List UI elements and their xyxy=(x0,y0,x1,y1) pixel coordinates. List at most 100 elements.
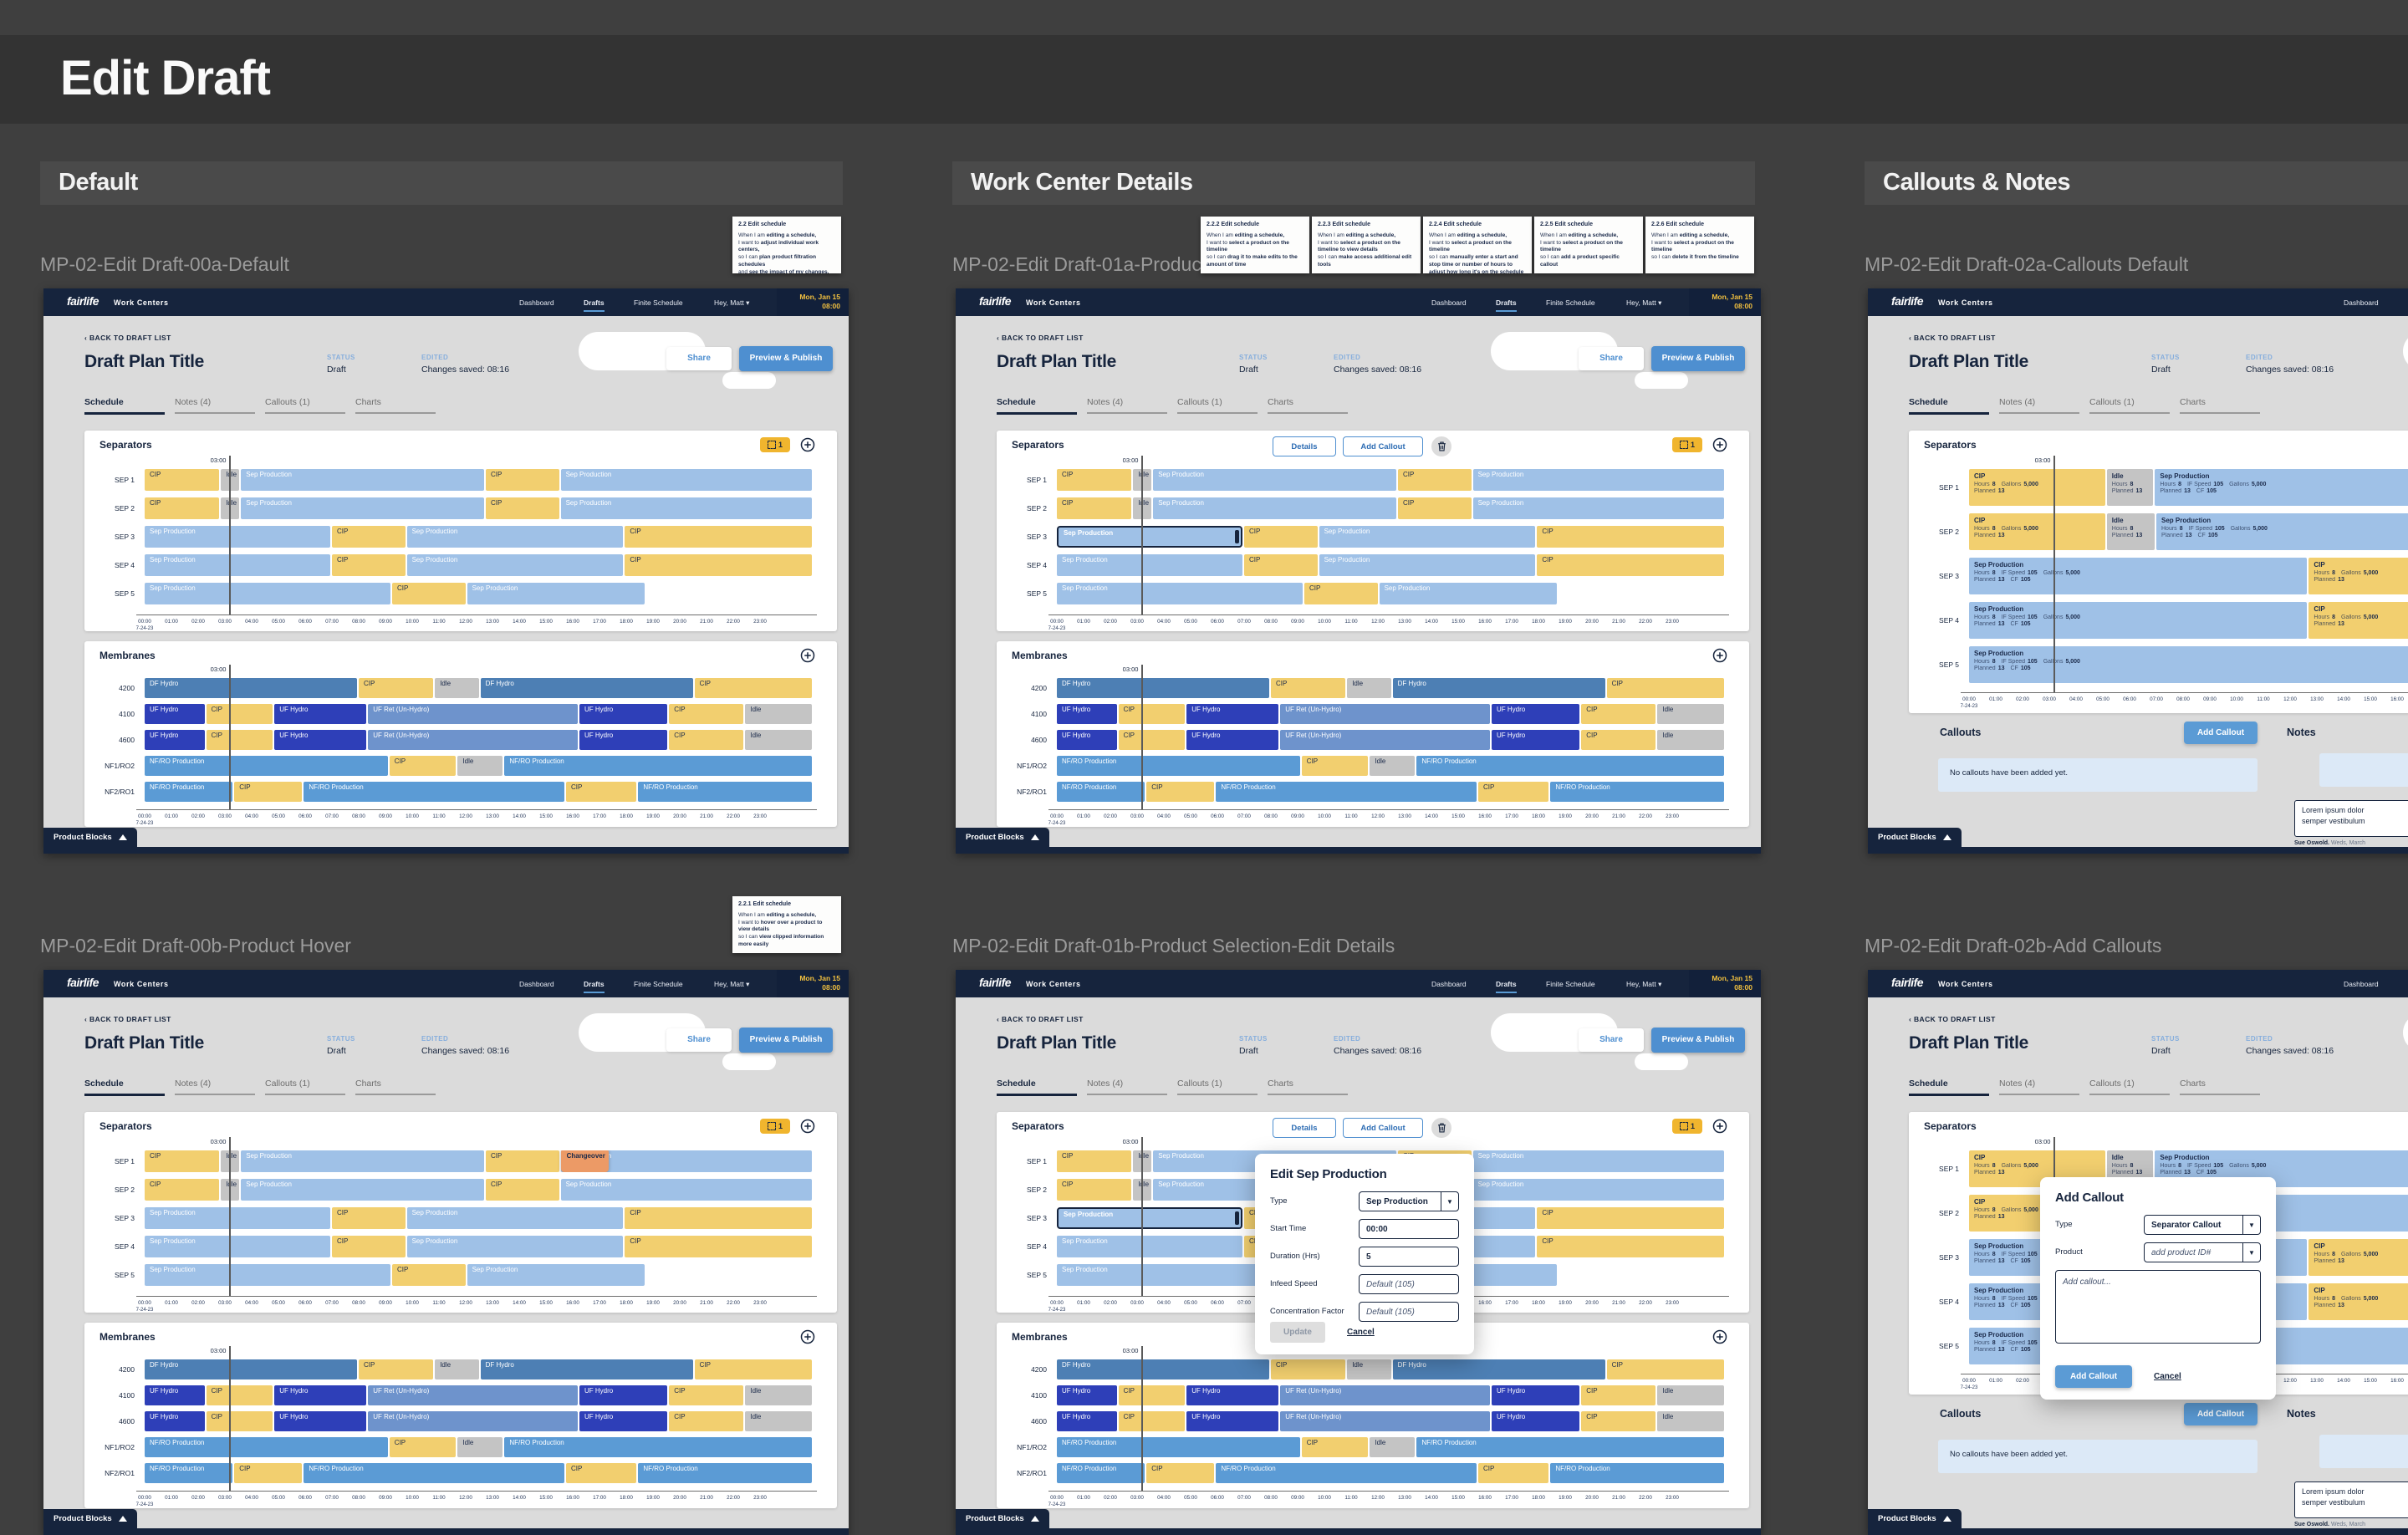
gantt-bar-idle[interactable]: Idle xyxy=(1657,704,1724,724)
gantt-bar-cip[interactable]: CIP xyxy=(332,554,406,576)
gantt-bar-nf-ro-production[interactable]: NF/RO Production xyxy=(145,782,233,802)
gantt-bar-cip[interactable]: CIP xyxy=(1581,704,1656,724)
gantt-bar-uf-ret-un-hydro-[interactable]: UF Ret (Un-Hydro) xyxy=(368,704,578,724)
gantt-bar-uf-hydro[interactable]: UF Hydro xyxy=(579,704,668,724)
gantt-bar-df-hydro[interactable]: DF Hydro xyxy=(145,678,357,698)
gantt-bar-idle[interactable]: Idle xyxy=(1657,1385,1724,1405)
gantt-bar-nf-ro-production[interactable]: NF/RO Production xyxy=(304,782,564,802)
tab-charts[interactable]: Charts xyxy=(2180,1079,2260,1095)
gantt-bar-uf-hydro[interactable]: UF Hydro xyxy=(1186,1385,1279,1405)
gantt-bar-cip[interactable]: CIP xyxy=(1301,1437,1369,1457)
tab-notes-4-[interactable]: Notes (4) xyxy=(175,397,255,414)
gantt-bar-idle[interactable]: Idle xyxy=(435,1359,479,1379)
preview-publish-button[interactable]: Preview & Publish xyxy=(739,346,833,371)
gantt-bar-idle[interactable]: Idle xyxy=(1347,1359,1391,1379)
gantt-bar-cip[interactable]: CIP xyxy=(1301,756,1369,776)
gantt-bar-cip[interactable]: CIP Hours 8 Gallons 5,000 Planned 13 xyxy=(1969,513,2105,550)
callout-count-badge[interactable]: 1 xyxy=(1672,1119,1702,1134)
gantt-bar-cip[interactable]: CIP Hours 8 Gallons 5,000 Planned 13 xyxy=(2309,1283,2408,1320)
update-button[interactable]: Update xyxy=(1270,1322,1325,1343)
gantt-bar-cip[interactable]: CIP xyxy=(359,678,434,698)
gantt-bar-df-hydro[interactable]: DF Hydro xyxy=(1057,1359,1269,1379)
gantt-bar-sep-production[interactable]: Sep Production xyxy=(1153,497,1396,519)
gantt-bar-cip[interactable]: CIP xyxy=(206,1385,273,1405)
gantt-bar-sep-production[interactable]: Sep Production xyxy=(145,554,330,576)
gantt-bar-cip[interactable]: CIP xyxy=(1537,526,1724,548)
gantt-bar-idle[interactable]: Idle xyxy=(457,756,503,776)
gantt-bar-nf-ro-production[interactable]: NF/RO Production xyxy=(1416,1437,1724,1457)
gantt-bar-cip[interactable]: CIP Hours 8 Gallons 5,000 Planned 13 xyxy=(2309,1239,2408,1276)
gantt-bar-uf-hydro[interactable]: UF Hydro xyxy=(145,1385,205,1405)
gantt-bar-uf-hydro[interactable]: UF Hydro xyxy=(1492,730,1580,750)
back-to-draft-list-link[interactable]: ‹ BACK TO DRAFT LIST xyxy=(1909,334,1996,342)
gantt-bar-cip[interactable]: CIP xyxy=(1478,1463,1549,1483)
callout-count-badge[interactable]: 1 xyxy=(760,437,790,452)
gantt-bar-cip[interactable]: CIP xyxy=(206,704,273,724)
gantt-bar-sep-production[interactable]: Sep Production xyxy=(145,526,330,548)
gantt-bar-nf-ro-production[interactable]: NF/RO Production xyxy=(1550,1463,1724,1483)
tab-charts[interactable]: Charts xyxy=(355,397,436,414)
cancel-link[interactable]: Cancel xyxy=(2154,1372,2181,1381)
field-duration-hrs-[interactable]: 5 xyxy=(1359,1247,1459,1267)
gantt-bar-cip[interactable]: CIP xyxy=(694,678,812,698)
gantt-bar-cip[interactable]: CIP xyxy=(332,526,406,548)
gantt-bar-uf-hydro[interactable]: UF Hydro xyxy=(1057,730,1117,750)
tab-schedule[interactable]: Schedule xyxy=(1909,1079,1989,1096)
gantt-bar-nf-ro-production[interactable]: NF/RO Production xyxy=(145,1437,388,1457)
gantt-bar-cip[interactable]: CIP xyxy=(1581,730,1656,750)
gantt-bar-df-hydro[interactable]: DF Hydro xyxy=(480,678,693,698)
add-work-center-icon[interactable] xyxy=(1712,437,1727,452)
share-button[interactable]: Share xyxy=(1579,347,1644,370)
back-to-draft-list-link[interactable]: ‹ BACK TO DRAFT LIST xyxy=(1909,1015,1996,1023)
gantt-bar-uf-ret-un-hydro-[interactable]: UF Ret (Un-Hydro) xyxy=(368,730,578,750)
add-callout-button[interactable]: Add Callout xyxy=(2184,722,2258,744)
gantt-bar-cip[interactable]: CIP xyxy=(566,782,637,802)
nav-item-drafts[interactable]: Drafts xyxy=(584,980,605,993)
gantt-bar-nf-ro-production[interactable]: NF/RO Production xyxy=(1216,782,1477,802)
gantt-bar-idle[interactable]: Idle xyxy=(457,1437,503,1457)
user-menu[interactable]: Hey, Matt ▾ xyxy=(714,298,750,307)
gantt-bar-cip[interactable]: CIP xyxy=(1057,497,1132,519)
gantt-bar-cip[interactable]: CIP xyxy=(1537,554,1724,576)
tab-charts[interactable]: Charts xyxy=(1268,397,1348,414)
product-blocks-bar[interactable] xyxy=(1868,1528,2408,1535)
gantt-bar-cip[interactable]: CIP xyxy=(1478,782,1549,802)
share-button[interactable]: Share xyxy=(666,347,732,370)
gantt-bar-cip[interactable]: CIP xyxy=(625,1236,812,1257)
tab-callouts-1-[interactable]: Callouts (1) xyxy=(265,1079,345,1095)
callout-count-badge[interactable]: 1 xyxy=(760,1119,790,1134)
gantt-bar-cip[interactable]: CIP xyxy=(486,497,559,519)
gantt-bar-sep-production[interactable]: Sep Production xyxy=(145,583,390,604)
add-callout-submit-button[interactable]: Add Callout xyxy=(2055,1365,2132,1388)
drag-handle[interactable] xyxy=(1235,530,1239,543)
nav-item-finite-schedule[interactable]: Finite Schedule xyxy=(1546,980,1595,988)
nav-item-finite-schedule[interactable]: Finite Schedule xyxy=(1546,298,1595,307)
nav-item-dashboard[interactable]: Dashboard xyxy=(2344,298,2379,307)
gantt-bar-sep-production[interactable]: Sep Production xyxy=(241,469,484,491)
product-blocks-bar[interactable] xyxy=(1868,847,2408,854)
nav-item-finite-schedule[interactable]: Finite Schedule xyxy=(634,980,683,988)
gantt-bar-uf-hydro[interactable]: UF Hydro xyxy=(274,1411,367,1431)
nav-item-dashboard[interactable]: Dashboard xyxy=(1431,298,1467,307)
tab-schedule[interactable]: Schedule xyxy=(997,1079,1077,1096)
gantt-bar-sep-production[interactable]: Sep Production xyxy=(1057,526,1242,548)
gantt-bar-uf-hydro[interactable]: UF Hydro xyxy=(1492,1385,1580,1405)
gantt-bar-df-hydro[interactable]: DF Hydro xyxy=(1057,678,1269,698)
gantt-bar-sep-production[interactable]: Sep Production xyxy=(1057,583,1303,604)
gantt-bar-cip[interactable]: CIP xyxy=(625,1207,812,1229)
gantt-bar-cip[interactable]: CIP xyxy=(392,1264,466,1286)
tab-notes-4-[interactable]: Notes (4) xyxy=(175,1079,255,1095)
user-menu[interactable]: Hey, Matt ▾ xyxy=(714,980,750,988)
gantt-bar-cip[interactable]: CIP xyxy=(1537,1236,1724,1257)
gantt-bar-cip[interactable]: CIP xyxy=(669,730,744,750)
gantt-bar-cip[interactable]: CIP xyxy=(145,1179,220,1201)
callout-count-badge[interactable]: 1 xyxy=(1672,437,1702,452)
gantt-bar-sep-production[interactable]: Sep Production xyxy=(560,497,812,519)
gantt-bar-nf-ro-production[interactable]: NF/RO Production xyxy=(1057,1437,1300,1457)
gantt-bar-sep-production[interactable]: Sep Production xyxy=(560,469,812,491)
gantt-bar-cip[interactable]: CIP xyxy=(1606,678,1724,698)
